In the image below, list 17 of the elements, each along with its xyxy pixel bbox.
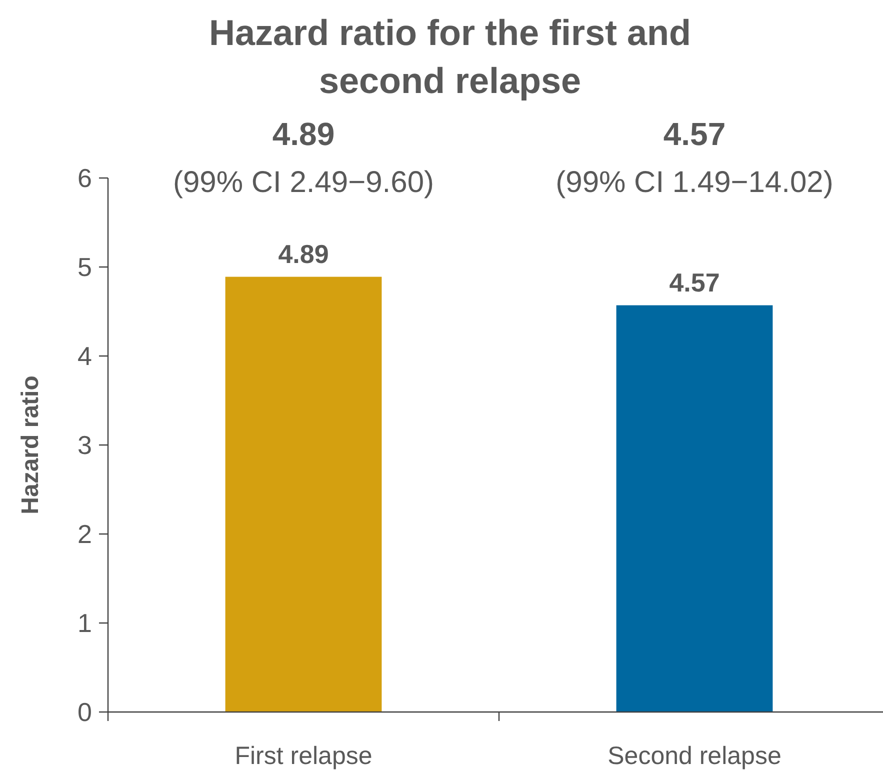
data-label: 4.89 <box>278 238 329 269</box>
text: 4.89 <box>272 116 335 152</box>
chart-title: Hazard ratio for the first and second relapse <box>208 12 692 101</box>
x-tick-label: Second relapse <box>608 742 782 770</box>
y-tick-label: 4 <box>78 341 92 372</box>
y-tick-label: 3 <box>78 430 92 460</box>
y-tick-label: 6 <box>78 163 92 194</box>
y-tick-label: 5 <box>78 252 92 282</box>
data-label: 4.57 <box>669 267 720 298</box>
x-tick-label: First relapse <box>234 742 372 770</box>
y-tick-label: 1 <box>78 608 92 638</box>
text: 4.57 <box>663 116 726 152</box>
annotation: (99% CI 1.49−14.02) <box>556 166 834 199</box>
y-tick-label: 2 <box>78 519 92 550</box>
annotation: (99% CI 2.49−9.60) <box>173 166 434 199</box>
y-axis-title: Hazard ratio <box>17 376 44 514</box>
y-tick-label: 0 <box>78 697 92 728</box>
